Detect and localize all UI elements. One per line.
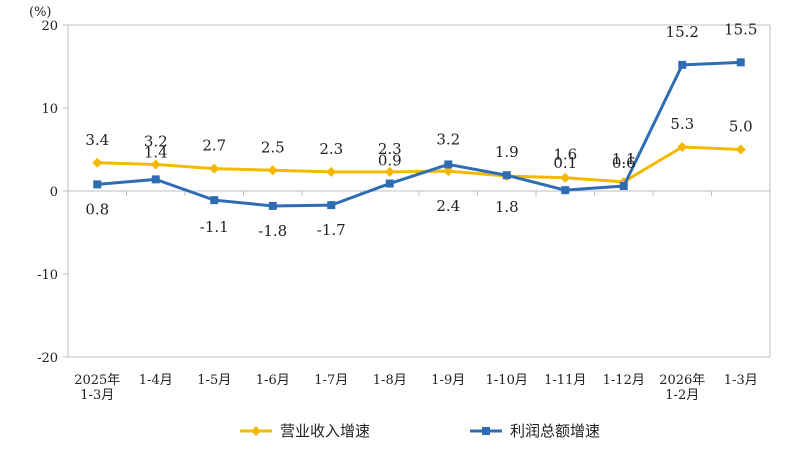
data-point xyxy=(93,180,102,189)
legend-marker xyxy=(251,426,261,436)
data-label: 1.1 xyxy=(612,150,636,168)
data-label: 2.3 xyxy=(378,140,402,158)
y-tick-label: -20 xyxy=(37,351,58,366)
y-tick-label: 0 xyxy=(50,185,58,200)
x-tick-label: 1-9月 xyxy=(431,373,465,388)
data-label: 2.5 xyxy=(261,138,285,156)
data-label: 1.8 xyxy=(495,198,519,216)
y-tick-label: -10 xyxy=(37,268,58,283)
data-labels: 3.4 3.2 2.7 2.5 2.3 2.3 2.4 1.8 1.6 1.1 5.3 5.0 0.8 1… xyxy=(85,20,757,240)
legend: 营业收入增速 利润总额增速 xyxy=(240,422,600,440)
y-tick-label: 10 xyxy=(41,102,58,117)
x-tick-label: 1-5月 xyxy=(197,373,231,388)
data-label: 0.9 xyxy=(378,152,402,170)
data-label: 2.7 xyxy=(202,137,226,155)
legend-label: 利润总额增速 xyxy=(510,422,600,440)
data-label: 2.3 xyxy=(319,140,343,158)
data-label: 1.6 xyxy=(553,146,577,164)
data-label: 5.3 xyxy=(670,115,694,133)
series-layer xyxy=(92,58,746,210)
data-label: -1.1 xyxy=(200,218,229,236)
series-line xyxy=(97,60,741,208)
data-label: -1.7 xyxy=(317,221,346,239)
data-label: 3.4 xyxy=(85,131,109,149)
data-label: 15.2 xyxy=(666,23,699,41)
data-point xyxy=(677,142,688,153)
legend-marker xyxy=(482,427,490,435)
x-tick-label: 1-7月 xyxy=(314,373,348,388)
data-point xyxy=(678,60,687,69)
x-tick-label: 1-3月 xyxy=(724,373,758,388)
data-point xyxy=(735,144,746,155)
data-point xyxy=(209,163,220,174)
data-label: 2.4 xyxy=(436,197,460,215)
x-tick-label: 1-11月 xyxy=(544,373,586,388)
data-point xyxy=(561,186,570,195)
data-point xyxy=(267,165,278,176)
data-label: -1.8 xyxy=(258,222,287,240)
data-point xyxy=(151,175,160,184)
data-label: 0.6 xyxy=(612,154,636,172)
data-label: 0.8 xyxy=(85,200,109,218)
data-point xyxy=(326,166,337,177)
x-tick-label: 2026年 xyxy=(659,373,705,388)
x-tick-label: 1-3月 xyxy=(80,388,114,403)
data-point xyxy=(150,159,161,170)
x-tick-label: 1-2月 xyxy=(665,388,699,403)
x-tick-label: 1-8月 xyxy=(373,373,407,388)
data-point xyxy=(268,201,277,210)
data-label: 3.2 xyxy=(144,132,168,150)
data-label: 1.9 xyxy=(495,143,519,161)
data-label: 0.1 xyxy=(553,154,577,172)
data-point xyxy=(210,196,219,205)
data-point xyxy=(443,166,454,177)
legend-label: 营业收入增速 xyxy=(280,422,370,440)
data-point xyxy=(92,157,103,168)
data-label: 3.2 xyxy=(436,130,460,148)
x-tick-label: 1-12月 xyxy=(603,373,645,388)
y-unit-label: (%) xyxy=(29,5,52,20)
data-point xyxy=(619,182,628,191)
x-tick-label: 2025年 xyxy=(74,373,120,388)
data-point xyxy=(327,201,336,210)
data-point xyxy=(736,58,745,67)
data-label: 5.0 xyxy=(729,118,753,136)
data-point xyxy=(502,171,511,180)
data-point xyxy=(444,160,453,169)
data-point xyxy=(560,172,571,183)
data-label: 1.4 xyxy=(144,143,168,161)
x-tick-label: 1-4月 xyxy=(139,373,173,388)
axis-ticks: 20 10 0 -10 -20 xyxy=(37,19,68,366)
y-tick-label: 20 xyxy=(41,19,58,34)
data-point xyxy=(385,179,394,188)
series-line xyxy=(97,145,741,184)
data-label: 15.5 xyxy=(724,20,757,38)
x-tick-label: 1-6月 xyxy=(256,373,290,388)
data-point xyxy=(384,166,395,177)
x-tick-label: 1-10月 xyxy=(486,373,528,388)
